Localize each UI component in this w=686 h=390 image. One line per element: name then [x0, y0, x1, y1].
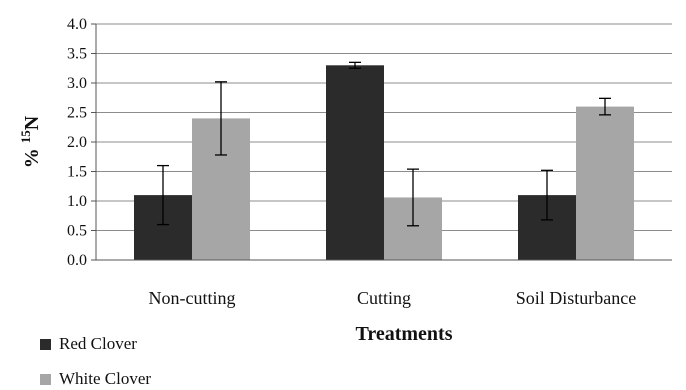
y-tick-label: 4.0: [67, 16, 87, 33]
y-tick-label: 2.0: [67, 134, 87, 151]
y-tick-label: 3.0: [67, 75, 87, 92]
legend-item-white-clover: White Clover: [40, 369, 151, 389]
y-tick-label: 1.5: [67, 164, 87, 181]
y-tick-label: 3.5: [67, 46, 87, 63]
legend-swatch-red-clover: [40, 338, 51, 350]
y-axis-title: % 15N: [18, 115, 43, 168]
y-axis-ticks: 0.0 0.5 1.0 1.5 2.0 2.5 3.0 3.5 4.0: [67, 16, 96, 269]
x-axis-categories: Non-cutting Cutting Soil Disturbance: [149, 288, 637, 308]
y-tick-label: 0.0: [67, 252, 87, 269]
bars: [134, 65, 634, 261]
x-category-label: Cutting: [357, 288, 411, 308]
y-tick-label: 0.5: [67, 223, 87, 240]
legend-label-red-clover: Red Clover: [59, 334, 137, 353]
y-tick-label: 2.5: [67, 105, 87, 122]
legend-label-white-clover: White Clover: [59, 369, 152, 388]
bar: [326, 65, 384, 260]
x-category-label: Soil Disturbance: [516, 288, 636, 308]
x-axis-title: Treatments: [355, 323, 452, 345]
bar: [576, 106, 634, 260]
y-tick-label: 1.0: [67, 193, 87, 210]
legend-swatch-white-clover: [40, 373, 51, 385]
x-category-label: Non-cutting: [149, 288, 236, 308]
legend-item-red-clover: Red Clover: [40, 334, 137, 354]
error-bars: [157, 61, 611, 227]
